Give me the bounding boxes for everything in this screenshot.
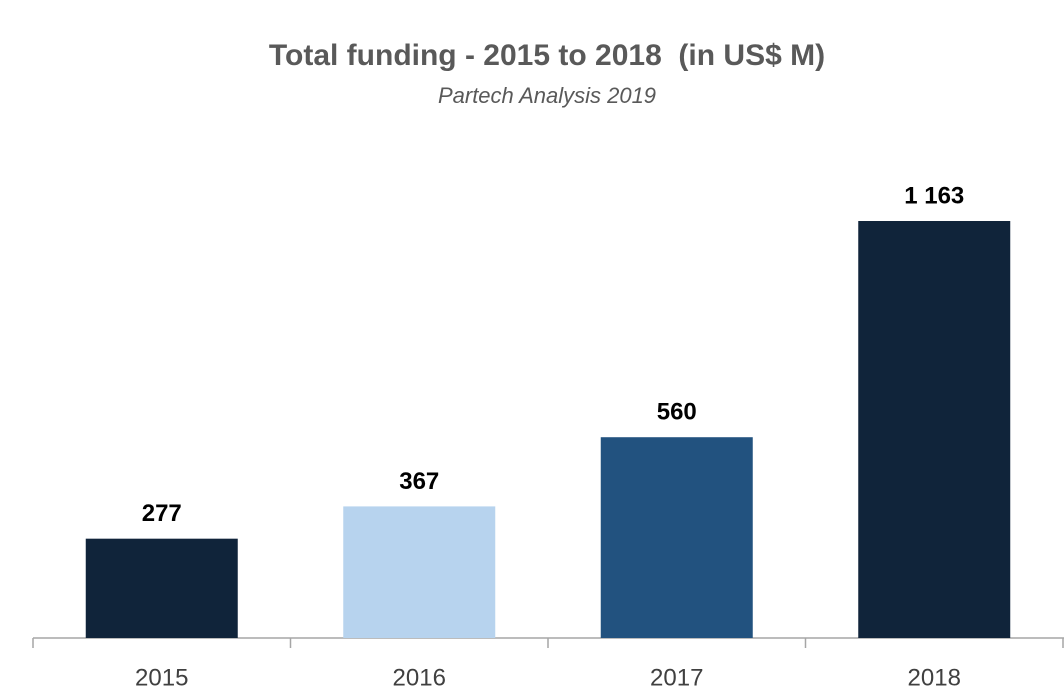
- value-label: 277: [142, 500, 182, 527]
- x-tick-label: 2018: [908, 664, 961, 691]
- chart-subtitle: Partech Analysis 2019: [438, 83, 656, 108]
- x-tick-label: 2017: [650, 664, 703, 691]
- bar: [600, 437, 753, 638]
- chart-title: Total funding - 2015 to 2018 (in US$ M): [269, 39, 825, 72]
- bar: [343, 506, 496, 638]
- bar: [858, 221, 1011, 638]
- x-tick-label: 2016: [393, 664, 446, 691]
- value-label: 560: [657, 399, 697, 426]
- value-label: 367: [399, 468, 439, 495]
- bar: [85, 538, 238, 638]
- x-tick-label: 2015: [135, 664, 188, 691]
- value-label: 1 163: [904, 182, 964, 209]
